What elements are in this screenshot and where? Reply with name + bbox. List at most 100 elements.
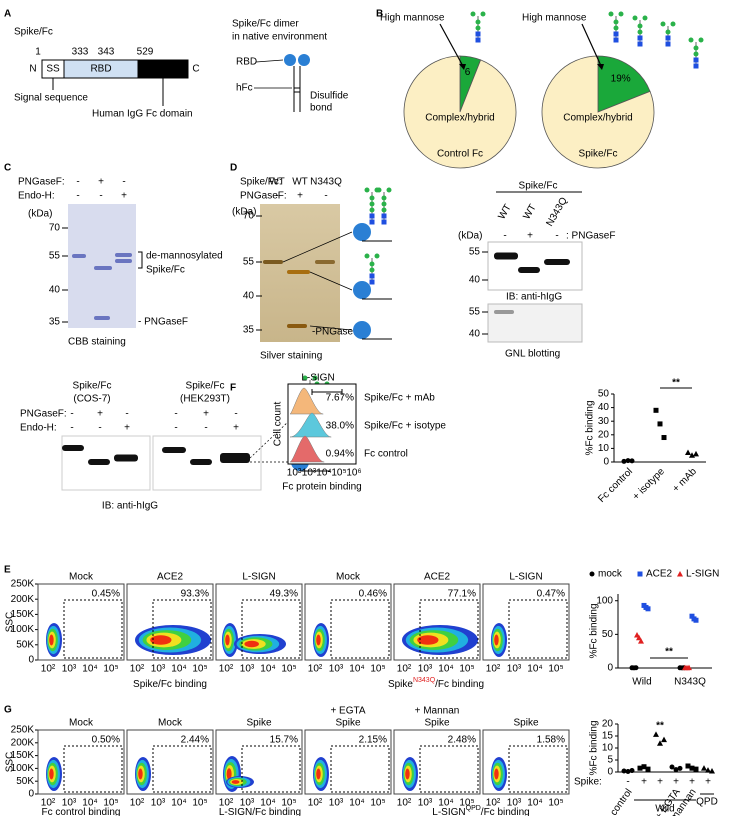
density: [244, 640, 259, 648]
blot-band: [220, 453, 250, 463]
glycan-circle: [376, 187, 382, 193]
x-tick-label: 10³: [240, 664, 255, 675]
flow-title: ACE2: [424, 572, 451, 583]
x-tick-label: 10⁵: [192, 798, 207, 809]
pie-title: Spike/Fc: [579, 149, 618, 160]
y-tick-label: 15: [602, 731, 614, 742]
axis-label: SpikeN343Q/Fc binding: [388, 677, 484, 690]
gate: [241, 745, 301, 793]
sign: +: [121, 191, 127, 202]
sign: -: [76, 191, 79, 202]
glycan-circle: [693, 51, 699, 57]
glycan-square: [693, 63, 699, 69]
sign: -: [555, 231, 558, 242]
blot-band: [114, 454, 138, 462]
group-label: Wild: [655, 804, 674, 815]
panel-label: C: [4, 163, 11, 174]
row-label: Spike/Fc + mAb: [364, 393, 435, 404]
x-row-sign: +: [705, 777, 711, 788]
density: [316, 634, 321, 646]
x-tick-label: 10³: [151, 798, 166, 809]
lane-label: N343Q: [310, 177, 342, 188]
position: 333: [72, 47, 89, 58]
glycan-circle: [369, 201, 375, 207]
x-tick-label: 10⁵: [370, 664, 385, 675]
marker-label: 55: [49, 251, 61, 262]
dot: [705, 767, 711, 773]
x-tick-label: 10²: [486, 664, 501, 675]
flow-title: Spike: [424, 718, 449, 729]
sign: -: [122, 177, 125, 188]
gel-band: [72, 254, 86, 258]
marker-label: 40: [469, 329, 481, 340]
blot-band: [544, 259, 570, 265]
gate: [508, 599, 568, 659]
dot: [686, 664, 692, 671]
y-tick-label: 5: [607, 755, 613, 766]
axis-label: Cell count: [273, 402, 284, 447]
gel-band: [115, 259, 132, 263]
x-tick-label: 10²: [219, 664, 234, 675]
y-tick-label: 10: [598, 443, 610, 454]
x-tick-label: 10⁴: [260, 798, 275, 809]
gate: [419, 599, 479, 659]
glycan-square: [665, 35, 671, 41]
blot-band: [88, 459, 110, 465]
dot: [653, 407, 659, 413]
sample-label: Spike/Fc:: [240, 177, 282, 188]
axis-label: SSC: [5, 752, 16, 773]
glycan-square: [369, 273, 375, 279]
x-tick-label: 10⁴: [171, 798, 186, 809]
percent-label: 0.45%: [92, 589, 120, 600]
axis-label: SSC: [5, 612, 16, 633]
x-tick-label: 10²: [287, 468, 302, 479]
gate: [508, 745, 568, 793]
percent-label: 2.44%: [181, 735, 209, 746]
dot: [641, 764, 647, 770]
dot: [657, 740, 663, 746]
line: [282, 231, 353, 263]
panel-label: E: [4, 565, 11, 576]
rbd-icon: [298, 54, 310, 66]
x-tick-label: 10⁴: [438, 664, 453, 675]
glycan-square: [369, 213, 375, 219]
axis-label: %Fc binding: [589, 720, 600, 775]
dot: [669, 764, 675, 770]
y-tick-label: 50K: [16, 776, 34, 787]
blot-band: [62, 445, 84, 451]
legend-label: mock: [598, 569, 623, 580]
annotation: **: [665, 647, 673, 658]
blot-band: [494, 310, 514, 314]
y-tick-label: 200K: [11, 737, 35, 748]
panel-label: B: [376, 9, 383, 20]
marker-label: 35: [243, 325, 255, 336]
marker-label: 40: [469, 275, 481, 286]
flow-title: L-SIGN: [242, 572, 275, 583]
x-tick-label: 10⁵: [331, 468, 346, 479]
flow-title: L-SIGN: [509, 572, 542, 583]
x-row-label: Spike:: [574, 777, 602, 788]
gate: [241, 599, 301, 659]
bracket: [138, 251, 143, 269]
axis-label-part: L-SIGN/Fc binding: [219, 807, 301, 816]
glycan-circle: [381, 201, 387, 207]
pie-category: Complex/hybrid: [425, 113, 494, 124]
density: [405, 768, 410, 780]
x-tick-label: 10²: [219, 798, 234, 809]
x-tick-label: + isotype: [631, 466, 668, 503]
line: [255, 59, 284, 63]
blot-header: (COS-7): [73, 394, 110, 405]
x-tick-label: 10⁵: [281, 664, 296, 675]
lane-label: WT: [292, 177, 308, 188]
protein-icon: [353, 321, 371, 339]
x-tick-label: 10²: [486, 798, 501, 809]
annotation: **: [672, 378, 680, 389]
caption: CBB staining: [68, 337, 126, 348]
gate: [152, 745, 212, 793]
gate: [152, 599, 212, 659]
blot: [487, 241, 583, 291]
density: [225, 634, 230, 646]
enzyme-band-label: -PNGaseF: [312, 327, 359, 338]
lane-label: N343Q: [544, 195, 569, 228]
